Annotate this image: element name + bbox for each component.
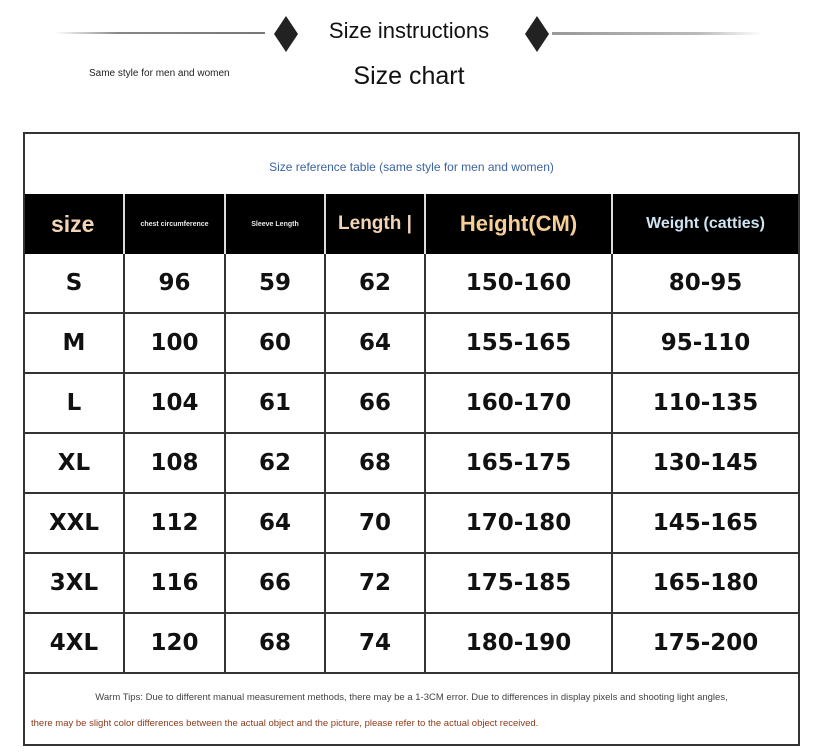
column-header: Sleeve Length	[226, 194, 326, 254]
table-cell: 61	[226, 374, 326, 434]
table-cell: 145-165	[613, 494, 798, 554]
diamond-icon-left	[274, 16, 298, 52]
warm-tip-line2: there may be slight color differences be…	[31, 718, 539, 729]
table-cell: 110-135	[613, 374, 798, 434]
table-cell: 80-95	[613, 254, 798, 314]
size-label-cell: L	[25, 374, 125, 434]
table-cell: 68	[326, 434, 426, 494]
table-footer: Warm Tips: Due to different manual measu…	[25, 674, 798, 746]
warm-tip-line1: Warm Tips: Due to different manual measu…	[95, 692, 728, 703]
table-caption: Size reference table (same style for men…	[269, 160, 554, 174]
side-note: Same style for men and women	[89, 68, 230, 79]
size-table: Size reference table (same style for men…	[23, 132, 800, 746]
table-cell: 96	[125, 254, 226, 314]
table-cell: 70	[326, 494, 426, 554]
decorative-line-left	[55, 32, 265, 34]
table-cell: 180-190	[426, 614, 613, 674]
table-cell: 59	[226, 254, 326, 314]
table-cell: 62	[326, 254, 426, 314]
table-cell: 175-200	[613, 614, 798, 674]
size-label-cell: XXL	[25, 494, 125, 554]
table-cell: 112	[125, 494, 226, 554]
decorative-line-right	[552, 32, 762, 35]
page-title: Size instructions	[328, 18, 490, 43]
table-cell: 160-170	[426, 374, 613, 434]
table-cell: 130-145	[613, 434, 798, 494]
diamond-icon-right	[525, 16, 549, 52]
table-cell: 62	[226, 434, 326, 494]
table-cell: 165-175	[426, 434, 613, 494]
table-cell: 116	[125, 554, 226, 614]
table-cell: 66	[226, 554, 326, 614]
size-label-cell: S	[25, 254, 125, 314]
column-header: Length |	[326, 194, 426, 254]
size-label-cell: XL	[25, 434, 125, 494]
column-header: Height(CM)	[426, 194, 613, 254]
column-header: Weight (catties)	[613, 194, 798, 254]
size-grid: size chest circumference Sleeve Length Leng…	[25, 194, 798, 674]
table-cell: 68	[226, 614, 326, 674]
table-cell: 165-180	[613, 554, 798, 614]
table-cell: 155-165	[426, 314, 613, 374]
table-cell: 175-185	[426, 554, 613, 614]
table-cell: 120	[125, 614, 226, 674]
table-cell: 64	[326, 314, 426, 374]
table-cell: 66	[326, 374, 426, 434]
table-cell: 60	[226, 314, 326, 374]
page-subtitle: Size chart	[353, 62, 465, 90]
table-cell: 100	[125, 314, 226, 374]
size-label-cell: 3XL	[25, 554, 125, 614]
table-cell: 104	[125, 374, 226, 434]
size-label-cell: M	[25, 314, 125, 374]
table-cell: 108	[125, 434, 226, 494]
table-cell: 95-110	[613, 314, 798, 374]
column-header: size	[25, 194, 125, 254]
column-header: chest circumference	[125, 194, 226, 254]
table-cell: 170-180	[426, 494, 613, 554]
table-cell: 150-160	[426, 254, 613, 314]
table-cell: 74	[326, 614, 426, 674]
table-cell: 64	[226, 494, 326, 554]
table-cell: 72	[326, 554, 426, 614]
size-label-cell: 4XL	[25, 614, 125, 674]
